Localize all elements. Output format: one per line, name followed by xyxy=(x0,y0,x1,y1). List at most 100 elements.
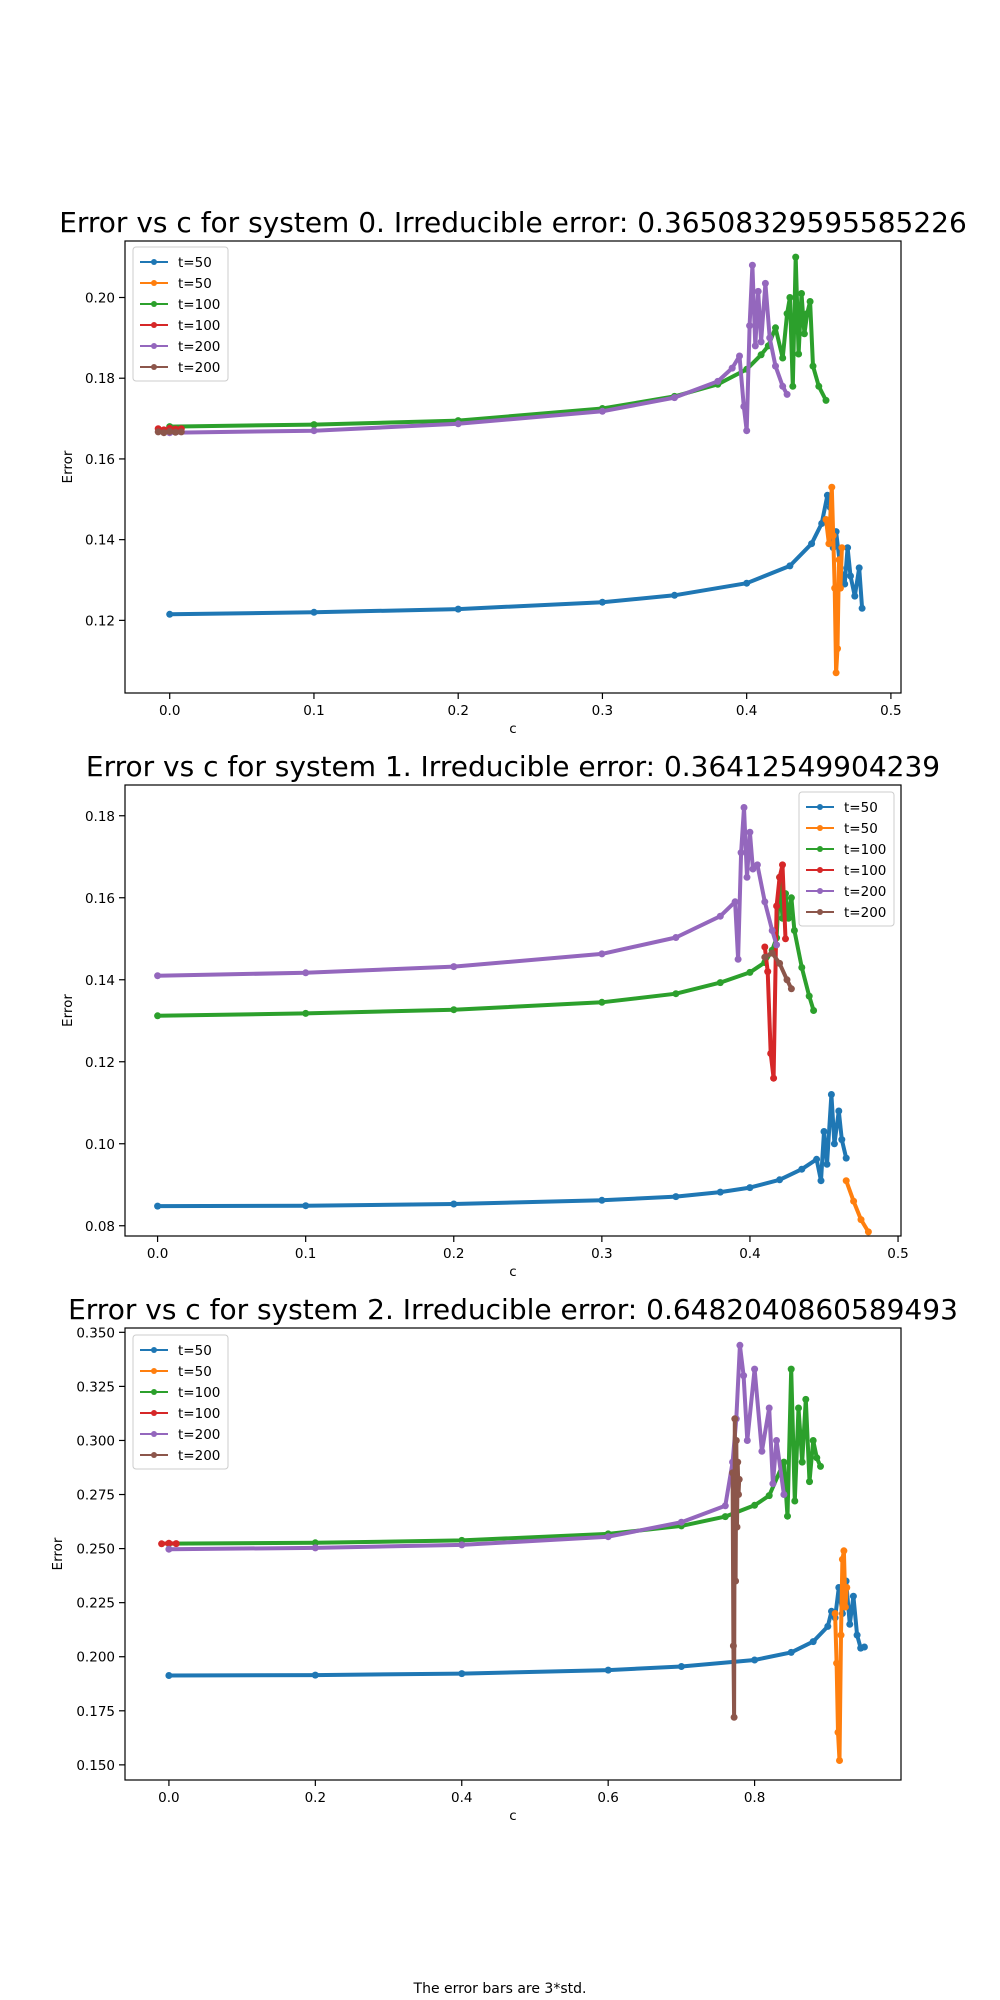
subplot-system-2: Error vs c for system 2. Irreducible err… xyxy=(50,1293,958,1824)
data-point xyxy=(817,1462,824,1470)
data-point xyxy=(837,1631,845,1639)
legend-label: t=100 xyxy=(178,318,220,334)
series-t-100-3 xyxy=(158,1539,180,1548)
legend-marker xyxy=(151,322,157,328)
data-point xyxy=(768,949,776,957)
legend-label: t=50 xyxy=(178,1343,212,1359)
x-tick-label: 0.0 xyxy=(147,1246,168,1262)
data-point xyxy=(776,959,784,967)
series-t-50-1 xyxy=(842,1177,872,1236)
data-point xyxy=(672,934,680,941)
data-point xyxy=(836,584,844,592)
legend: t=50 t=50 t=100 t=100 t=200 t=200 xyxy=(798,791,895,927)
series-t-200-5 xyxy=(729,1415,743,1721)
data-point xyxy=(746,828,754,836)
data-point xyxy=(800,330,808,338)
data-point xyxy=(450,1006,458,1014)
data-point xyxy=(809,1638,817,1646)
data-point xyxy=(598,407,606,415)
data-point xyxy=(787,985,795,993)
data-point xyxy=(808,540,816,548)
series-line xyxy=(155,805,779,978)
data-point xyxy=(824,1622,832,1630)
axes-frame xyxy=(124,784,902,1237)
series-line xyxy=(167,255,828,429)
data-point xyxy=(740,1372,748,1380)
data-point xyxy=(751,1656,759,1664)
data-point xyxy=(761,943,769,951)
series-line xyxy=(166,1343,786,1552)
y-axis-label: Error xyxy=(60,994,76,1027)
data-point xyxy=(450,1200,458,1208)
data-point xyxy=(311,1671,319,1679)
data-point xyxy=(758,1447,766,1455)
data-point xyxy=(154,1012,162,1020)
data-point xyxy=(784,1512,791,1520)
data-point xyxy=(735,1475,743,1483)
data-point xyxy=(154,1202,162,1210)
data-point xyxy=(671,394,678,402)
data-point xyxy=(786,294,794,301)
data-point xyxy=(671,591,678,599)
data-point xyxy=(834,1728,842,1736)
data-point xyxy=(785,914,792,922)
legend-entry: t=200 xyxy=(140,1448,220,1464)
data-point xyxy=(787,894,795,902)
legend-marker xyxy=(151,259,157,265)
data-point xyxy=(864,1228,872,1236)
data-point xyxy=(733,1523,741,1531)
data-point xyxy=(730,1713,738,1721)
legend-marker xyxy=(151,1410,157,1416)
data-point xyxy=(754,287,762,295)
data-point xyxy=(822,516,830,523)
data-point xyxy=(773,902,781,910)
data-point xyxy=(834,645,841,653)
legend-label: t=100 xyxy=(178,1406,220,1422)
series-line xyxy=(167,263,790,435)
data-point xyxy=(813,1454,821,1462)
data-point xyxy=(172,428,179,436)
data-point xyxy=(736,1341,744,1349)
data-point xyxy=(832,669,840,677)
data-point xyxy=(842,1154,850,1162)
data-point xyxy=(780,1491,788,1498)
data-point xyxy=(782,935,789,943)
series-t-200-4 xyxy=(165,1341,788,1553)
data-point xyxy=(835,1107,843,1115)
x-tick-label: 0.4 xyxy=(451,1790,472,1806)
data-point xyxy=(310,427,318,435)
data-point xyxy=(810,1007,818,1014)
series-t-100-2 xyxy=(166,253,830,431)
data-point xyxy=(154,428,162,436)
data-point xyxy=(851,592,859,600)
data-point xyxy=(598,950,606,958)
data-point xyxy=(829,532,837,540)
data-point xyxy=(598,598,606,606)
subplot-system-1: Error vs c for system 1. Irreducible err… xyxy=(60,750,940,1280)
x-axis-label: c xyxy=(509,1264,516,1280)
data-point xyxy=(746,322,754,330)
series-line xyxy=(155,875,816,1018)
data-point xyxy=(779,382,787,390)
legend: t=50 t=50 t=100 t=100 t=200 t=200 xyxy=(132,1334,229,1470)
y-tick-label: 0.150 xyxy=(76,1758,115,1774)
series-line xyxy=(166,1579,867,1678)
legend-entry: t=100 xyxy=(140,318,220,334)
data-point xyxy=(820,1128,828,1135)
data-point xyxy=(748,261,756,269)
data-point xyxy=(795,350,803,358)
series-line xyxy=(167,493,865,617)
y-tick-label: 0.225 xyxy=(76,1596,115,1612)
series-t-100-3 xyxy=(761,861,789,1082)
legend-marker xyxy=(151,301,157,307)
data-point xyxy=(769,1480,777,1488)
data-point xyxy=(847,572,854,580)
x-tick-label: 0.2 xyxy=(305,1790,326,1806)
legend-marker xyxy=(817,867,823,873)
legend-entry: t=50 xyxy=(140,255,212,271)
legend-label: t=200 xyxy=(844,905,886,921)
data-point xyxy=(154,972,162,980)
data-point xyxy=(765,1492,773,1500)
data-point xyxy=(858,604,866,612)
